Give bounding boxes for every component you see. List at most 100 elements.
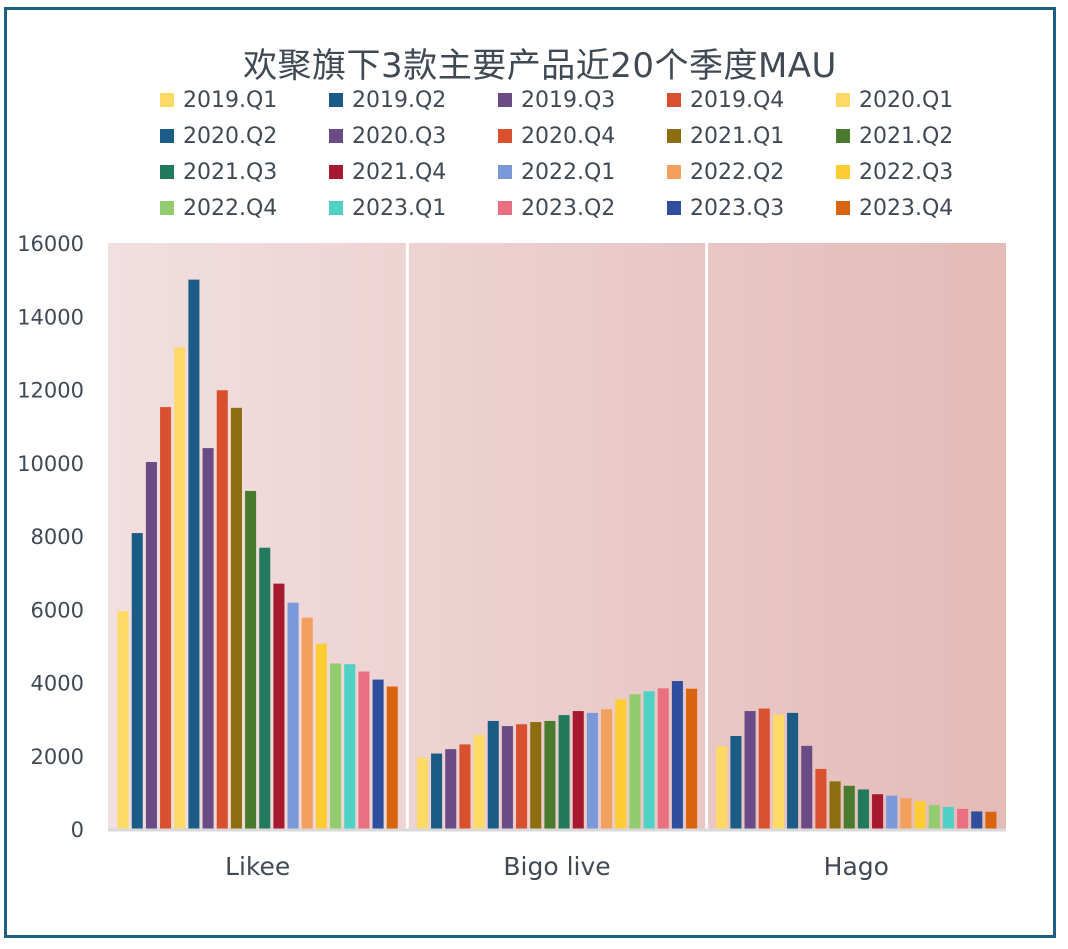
bar-likee-2023-q2 [358,671,370,829]
legend-item: 2020.Q2 [160,118,277,154]
legend-swatch [667,165,681,179]
legend-swatch [160,93,174,107]
legend-swatch [667,129,681,143]
legend-item: 2022.Q2 [667,154,784,190]
bar-likee-2021-q2 [245,490,257,829]
legend-label: 2022.Q1 [521,159,616,185]
bar-hago-2021-q4 [872,794,884,829]
legend-label: 2022.Q2 [690,159,785,185]
legend-swatch [836,201,850,215]
bar-hago-2023-q4 [985,811,997,829]
legend-label: 2020.Q2 [183,123,278,149]
legend-swatch [160,201,174,215]
legend-item: 2023.Q3 [667,190,784,226]
legend-item: 2020.Q4 [498,118,615,154]
x-category-label: Bigo live [503,852,610,881]
y-tick-label: 6000 [31,598,84,622]
y-tick-label: 10000 [17,452,84,476]
y-tick-label: 2000 [31,745,84,769]
legend-item: 2021.Q4 [329,154,446,190]
legend-label: 2019.Q4 [690,87,785,113]
bar-bigo-live-2021-q2 [544,720,556,829]
bar-hago-2023-q2 [957,808,969,829]
legend-swatch [667,201,681,215]
bar-bigo-live-2020-q1 [473,734,485,829]
bar-hago-2021-q3 [857,789,869,829]
bar-hago-2019-q3 [744,711,756,829]
legend-label: 2020.Q1 [859,87,954,113]
y-tick-label: 12000 [17,379,84,403]
bar-likee-2021-q1 [230,407,242,829]
legend-swatch [498,165,512,179]
legend-label: 2023.Q2 [521,195,616,221]
bar-bigo-live-2023-q4 [686,688,698,829]
y-tick-label: 4000 [31,672,84,696]
bar-bigo-live-2021-q3 [558,715,570,829]
legend-label: 2021.Q1 [690,123,785,149]
bar-likee-2019-q3 [145,462,157,829]
legend-item: 2020.Q3 [329,118,446,154]
bar-likee-2023-q1 [344,664,356,829]
bar-hago-2019-q4 [758,708,770,829]
y-tick-label: 0 [71,818,84,842]
bar-bigo-live-2022-q4 [629,694,641,829]
bar-likee-2020-q1 [174,347,186,829]
legend-item: 2023.Q1 [329,190,446,226]
bar-likee-2021-q4 [273,583,285,829]
bar-likee-2019-q4 [160,407,172,829]
legend-swatch [160,129,174,143]
legend-swatch [329,93,343,107]
legend-item: 2021.Q1 [667,118,784,154]
y-tick-label: 8000 [31,525,84,549]
bar-hago-2022-q1 [886,795,898,829]
legend-label: 2022.Q4 [183,195,278,221]
bar-hago-2022-q2 [900,798,912,829]
bar-bigo-live-2022-q1 [586,712,598,829]
bar-likee-2022-q4 [330,663,342,829]
chart-title: 欢聚旗下3款主要产品近20个季度MAU [243,46,837,86]
legend-label: 2021.Q3 [183,159,278,185]
bar-bigo-live-2022-q3 [615,699,627,829]
legend-label: 2019.Q1 [183,87,278,113]
legend-swatch [836,129,850,143]
bar-bigo-live-2023-q2 [657,688,669,829]
legend-label: 2023.Q3 [690,195,785,221]
legend-swatch [160,165,174,179]
bar-bigo-live-2023-q3 [671,681,683,829]
bar-hago-2019-q2 [730,735,742,829]
legend-swatch [329,165,343,179]
legend-label: 2021.Q4 [352,159,447,185]
legend-swatch [667,93,681,107]
legend-label: 2019.Q2 [352,87,447,113]
bar-likee-2020-q2 [188,279,200,829]
bar-bigo-live-2021-q1 [530,722,542,829]
legend-item: 2019.Q2 [329,82,446,118]
bar-likee-2021-q3 [259,547,271,829]
legend-swatch [498,129,512,143]
bar-bigo-live-2019-q3 [445,749,457,829]
x-category-label: Likee [225,852,290,881]
legend-swatch [836,93,850,107]
legend-label: 2022.Q3 [859,159,954,185]
bar-likee-2020-q3 [202,448,214,829]
bar-likee-2022-q3 [315,643,327,829]
legend-item: 2022.Q4 [160,190,277,226]
y-tick-label: 16000 [17,232,84,256]
legend-item: 2023.Q4 [836,190,953,226]
legend-item: 2022.Q3 [836,154,953,190]
legend-label: 2023.Q1 [352,195,447,221]
bar-hago-2021-q1 [829,781,841,829]
bar-bigo-live-2019-q1 [416,757,428,829]
legend-swatch [836,165,850,179]
bar-hago-2020-q3 [801,745,813,829]
bar-bigo-live-2020-q4 [516,724,528,829]
legend-label: 2019.Q3 [521,87,616,113]
bar-hago-2023-q3 [971,811,983,829]
bar-likee-2020-q4 [216,390,228,829]
bar-bigo-live-2022-q2 [601,709,613,829]
legend-label: 2023.Q4 [859,195,954,221]
legend-item: 2022.Q1 [498,154,615,190]
bar-hago-2022-q3 [914,801,926,829]
legend-swatch [498,201,512,215]
